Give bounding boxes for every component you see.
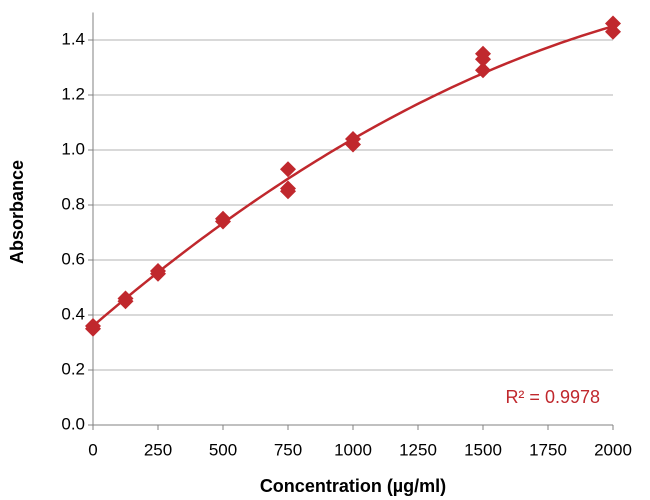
y-tick-label: 1.2 [61,84,85,103]
x-tick-label: 1500 [464,440,502,459]
point [345,136,361,153]
point [215,213,231,230]
point [475,62,491,79]
y-tick-label: 0.6 [61,249,85,268]
x-tick-label: 1750 [529,440,567,459]
point [475,51,491,68]
y-tick-label: 1.4 [61,29,85,48]
y-tick-label: 1.0 [61,139,85,158]
x-tick-label: 1000 [334,440,372,459]
x-tick-label: 1250 [399,440,437,459]
annotation: R² = 0.9978 [505,387,600,407]
y-tick-label: 0.4 [61,304,85,323]
y-tick-label: 0.8 [61,194,85,213]
point [605,23,621,40]
point [117,290,134,307]
point [280,161,296,178]
y-axis-title: Absorbance [7,160,27,264]
x-tick-label: 2000 [594,440,632,459]
point [605,15,621,32]
x-tick-label: 250 [144,440,172,459]
x-tick-label: 750 [274,440,302,459]
x-tick-label: 0 [88,440,97,459]
point [85,320,101,337]
point [280,183,296,200]
x-axis-title: Concentration (µg/ml) [260,476,446,496]
y-tick-label: 0.0 [61,414,85,433]
trendline [92,25,614,327]
point [150,265,166,282]
y-tick-label: 0.2 [61,359,85,378]
x-tick-label: 500 [209,440,237,459]
